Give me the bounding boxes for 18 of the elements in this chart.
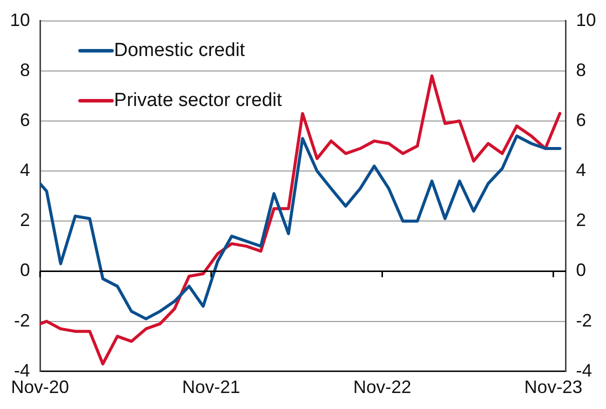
y2-tick-label: 8 [576,60,586,80]
y-tick-label: 10 [10,10,30,30]
legend-label: Domestic credit [114,40,246,62]
y2-tick-label: 2 [576,210,586,230]
y-tick-label: 0 [20,260,30,280]
y-tick-label: 2 [20,210,30,230]
y-tick-label: 4 [20,160,30,180]
y2-tick-label: -2 [576,310,592,330]
y2-tick-label: 6 [576,110,586,130]
legend-label: Private sector credit [114,90,283,112]
y2-tick-label: 10 [576,10,596,30]
y2-tick-label: 0 [576,260,586,280]
y-tick-label: -2 [14,310,30,330]
x-tick-label: Nov-22 [353,377,412,398]
y2-tick-label: 4 [576,160,586,180]
x-tick-label: Nov-21 [182,377,240,398]
y-tick-label: 8 [20,60,30,80]
y-tick-label: 6 [20,110,30,130]
